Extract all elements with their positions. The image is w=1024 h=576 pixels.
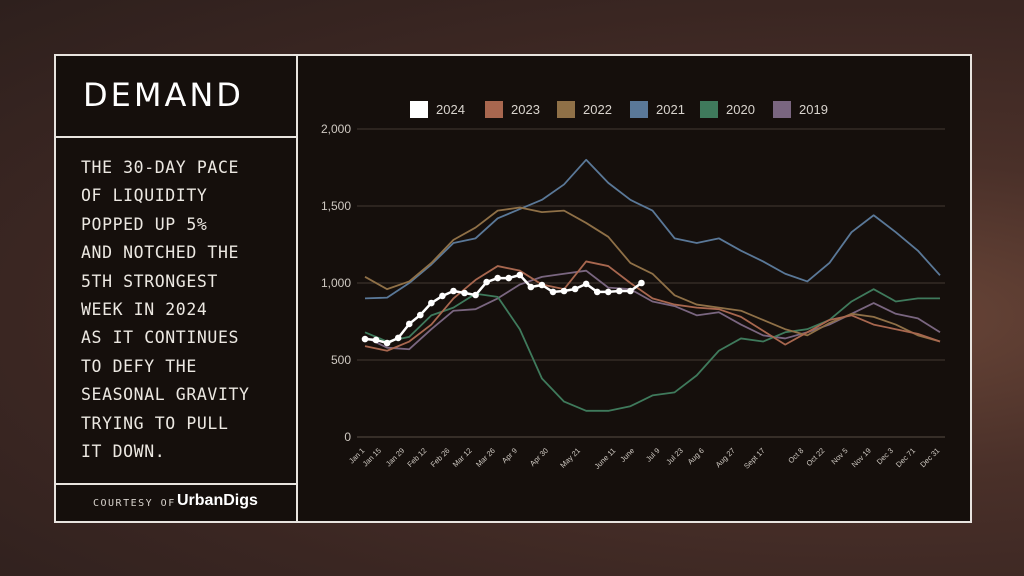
body-line: THE 30-DAY PACE [81,158,240,177]
data-point-2024 [638,279,645,287]
body-line: OF LIQUIDITY [81,186,208,206]
x-tick-label: Mar 12 [451,446,474,469]
x-tick-label: Nov 19 [850,446,873,469]
x-tick-label: Sept 17 [742,446,767,471]
body-line: AS IT CONTINUES [81,328,240,348]
data-point-2024 [439,292,446,300]
x-tick-label: Jan 29 [384,446,406,468]
y-tick-label: 1,000 [321,276,351,290]
y-tick-label: 2,000 [321,122,351,136]
data-point-2024 [627,287,634,295]
y-tick-label: 0 [344,430,351,444]
x-tick-label: Mar 26 [474,446,497,469]
x-tick-label: Jul 23 [664,446,685,467]
data-point-2024 [549,288,557,296]
data-point-2024 [394,334,402,342]
data-point-2024 [405,320,413,328]
data-point-2024 [538,281,546,289]
x-tick-label: Dec 3 [875,446,895,466]
data-point-2024 [604,288,612,296]
y-tick-label: 1,500 [321,199,351,213]
legend-swatch-2024 [410,101,428,118]
data-point-2024 [560,287,568,295]
legend-label: 2023 [511,102,540,117]
data-point-2024 [416,311,424,319]
data-point-2024 [505,274,513,282]
series-line-2022 [364,206,941,343]
data-point-2024 [527,283,535,291]
data-point-2024 [361,335,369,343]
data-point-2024 [582,280,590,288]
x-tick-label: Aug 27 [714,446,737,469]
x-tick-label: May 21 [558,446,582,470]
x-tick-label: June [618,446,636,464]
data-point-2024 [483,278,490,286]
legend-label: 2021 [656,102,685,117]
legend-label: 2024 [436,102,465,117]
x-tick-label: Dec 71 [894,446,917,469]
body-line: IT DOWN. [81,442,166,462]
data-point-2024 [383,339,391,347]
body-line: 5TH STRONGEST [81,271,218,291]
body-line: AND NOTCHED THE [81,243,240,263]
data-point-2024 [616,287,623,295]
data-point-2024 [472,291,479,299]
body-line: TO DEFY THE [81,356,197,376]
legend-swatch-2023 [485,101,503,118]
data-point-2024 [494,274,501,282]
data-point-2024 [461,289,468,297]
legend-label: 2019 [799,102,828,117]
data-point-2024 [593,288,601,296]
data-point-2024 [428,299,435,307]
x-tick-label: Dec 31 [918,446,941,469]
x-tick-label: Feb 12 [405,446,428,469]
legend-label: 2020 [726,102,755,117]
data-point-2024 [571,285,579,293]
legend-label: 2022 [583,102,612,117]
data-point-2024 [450,287,457,295]
body-line: TRYING TO PULL [81,413,229,433]
data-point-2024 [516,271,524,279]
body-line: SEASONAL GRAVITY [81,385,250,405]
series-line-2021 [364,158,941,300]
body-line: POPPED UP 5% [81,214,208,234]
legend-swatch-2019 [773,101,791,118]
legend-swatch-2020 [700,101,718,118]
x-tick-label: Oct 8 [786,446,805,465]
title-box: DEMAND [56,56,296,138]
y-tick-label: 500 [331,353,351,367]
x-tick-label: Aug 6 [686,446,706,466]
x-tick-label: June 11 [593,446,618,471]
legend-swatch-2022 [557,101,575,118]
x-tick-label: Apr 30 [528,446,550,468]
credits-footer: COURTESY OF UrbanDigs [56,483,296,523]
x-tick-label: Nov 5 [829,446,849,466]
infographic-frame: DEMAND THE 30-DAY PACE OF LIQUIDITY POPPED… [54,54,972,523]
x-tick-label: Oct 22 [804,446,826,468]
x-tick-label: Feb 26 [429,446,452,469]
legend-swatch-2021 [630,101,648,118]
x-tick-label: Apr 9 [500,446,519,465]
text-panel: DEMAND THE 30-DAY PACE OF LIQUIDITY POPPED… [56,56,298,521]
panel-body-text: THE 30-DAY PACE OF LIQUIDITY POPPED UP 5% A… [81,154,250,466]
panel-title: DEMAND [83,76,244,114]
x-tick-label: Jan 15 [361,446,383,468]
x-tick-label: Jul 9 [644,446,662,464]
brand-logo: UrbanDigs [177,492,258,509]
series-line-2020 [364,288,940,412]
courtesy-label: COURTESY OF [93,498,176,509]
body-line: WEEK IN 2024 [81,300,208,320]
data-point-2024 [372,336,380,344]
